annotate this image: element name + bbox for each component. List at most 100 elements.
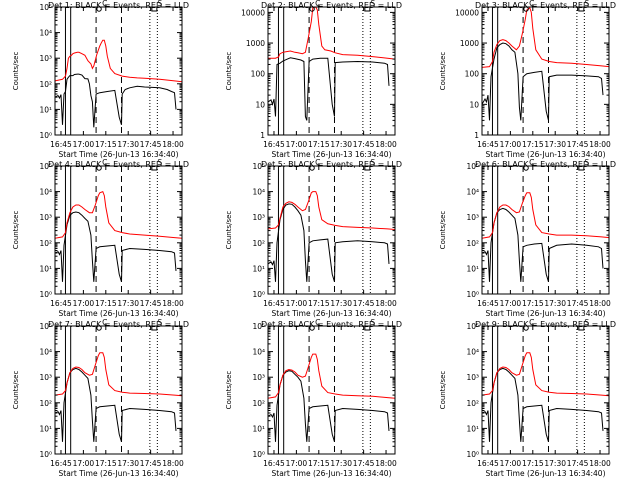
c-marker-glyph (96, 6, 102, 12)
y-tick-label: 10¹ (466, 264, 479, 273)
y-tick-label: 10³ (252, 213, 265, 222)
y-tick-label: 10³ (466, 373, 479, 382)
c-marker-label: C (102, 158, 107, 167)
events-series-line (268, 203, 390, 282)
detector-panel-8: 16:45 17:00 17:15 17:30 17:45 18:00 10⁰ 10¹ 10² 1… (225, 318, 402, 478)
x-tick-label: 17:15 (522, 299, 544, 308)
s-marker-label: S (157, 0, 162, 8)
panel-title: Det 9: BLACK = Events, RED = LLD (475, 320, 616, 329)
y-tick-label: 10⁵ (39, 162, 52, 171)
lld-series-line (482, 7, 609, 68)
x-tick-label: 17:15 (95, 140, 117, 149)
y-tick-label: 10² (39, 399, 52, 408)
c-marker-glyph (96, 165, 102, 171)
events-series-line (55, 211, 177, 282)
y-tick-label: 10⁴ (39, 348, 52, 357)
x-tick-label: 17:45 (353, 299, 375, 308)
x-tick-label: 18:00 (375, 459, 397, 468)
x-tick-label: 17:30 (330, 299, 352, 308)
lld-series-line (55, 190, 182, 239)
x-tick-label: 17:15 (308, 140, 330, 149)
x-tick-label: 16:45 (263, 459, 285, 468)
x-tick-label: 17:30 (544, 459, 566, 468)
s-marker-label: S (157, 318, 162, 327)
x-tick-label: 17:15 (95, 459, 117, 468)
x-tick-label: 18:00 (162, 299, 184, 308)
c-marker-label: C (529, 0, 534, 8)
y-tick-label: 10² (466, 399, 479, 408)
y-tick-label: 1 (474, 131, 479, 140)
c-marker-label: C (315, 0, 320, 8)
c-marker-label: C (102, 0, 107, 8)
x-axis-title: Start Time (26-Jun-13 16:34:40) (59, 309, 179, 318)
y-tick-label: 10¹ (252, 424, 265, 433)
y-tick-label: 10000 (455, 8, 479, 17)
s-marker-glyph (364, 165, 371, 171)
c-marker-label: C (315, 318, 320, 327)
y-axis-title: Counts/sec (12, 52, 20, 91)
c-marker-glyph (96, 325, 102, 331)
lld-series-line (55, 39, 182, 83)
x-tick-label: 17:15 (522, 459, 544, 468)
events-series-line (268, 57, 390, 121)
y-tick-label: 10³ (39, 373, 52, 382)
detector-panel-6: 16:45 17:00 17:15 17:30 17:45 18:00 10⁰ 10¹ 10² 1… (439, 158, 616, 318)
lld-series-line (268, 7, 395, 60)
x-tick-label: 18:00 (589, 140, 611, 149)
y-tick-label: 10⁴ (39, 29, 52, 38)
x-tick-label: 17:00 (73, 459, 95, 468)
x-tick-label: 18:00 (375, 140, 397, 149)
y-tick-label: 10⁰ (466, 450, 479, 459)
y-tick-label: 10⁴ (252, 188, 265, 197)
c-marker-label: C (102, 318, 107, 327)
x-tick-label: 18:00 (589, 299, 611, 308)
x-tick-label: 17:30 (330, 459, 352, 468)
x-tick-label: 17:45 (140, 140, 162, 149)
y-tick-label: 10² (252, 239, 265, 248)
x-tick-label: 17:15 (95, 299, 117, 308)
y-axis-title: Counts/sec (225, 52, 233, 91)
y-tick-label: 10⁴ (466, 348, 479, 357)
plot-frame (481, 6, 610, 136)
s-marker-label: S (584, 318, 589, 327)
y-tick-label: 10 (255, 100, 265, 109)
panel-title: Det 4: BLACK = Events, RED = LLD (48, 160, 189, 169)
x-tick-label: 17:00 (286, 140, 308, 149)
plot-frame (267, 165, 396, 295)
x-tick-label: 16:45 (263, 140, 285, 149)
s-marker-glyph (364, 325, 371, 331)
panel-title: Det 1: BLACK = Events, RED = LLD (48, 1, 189, 10)
detector-panel-5: 16:45 17:00 17:15 17:30 17:45 18:00 10⁰ 10¹ 10² 1… (225, 158, 402, 318)
y-tick-label: 10⁵ (466, 162, 479, 171)
y-axis-title: Counts/sec (225, 211, 233, 250)
lld-series-line (268, 191, 395, 230)
y-tick-label: 10⁴ (252, 348, 265, 357)
y-tick-label: 10² (252, 399, 265, 408)
x-tick-label: 17:30 (117, 299, 139, 308)
c-marker-glyph (523, 325, 529, 331)
y-tick-label: 10⁵ (466, 322, 479, 331)
x-tick-label: 17:45 (353, 459, 375, 468)
x-tick-label: 16:45 (50, 299, 72, 308)
y-tick-label: 10³ (252, 373, 265, 382)
y-axis-title: Counts/sec (12, 211, 20, 250)
s-marker-label: S (584, 0, 589, 8)
x-axis-title: Start Time (26-Jun-13 16:34:40) (272, 309, 392, 318)
s-marker-glyph (364, 6, 371, 12)
c-marker-label: C (315, 158, 320, 167)
x-tick-label: 17:45 (140, 459, 162, 468)
plot-frame (481, 165, 610, 295)
x-tick-label: 17:00 (500, 140, 522, 149)
s-marker-label: S (584, 158, 589, 167)
y-tick-label: 10⁰ (39, 290, 52, 299)
s-marker-label: S (370, 0, 375, 8)
x-tick-label: 18:00 (162, 140, 184, 149)
y-tick-label: 10000 (241, 8, 265, 17)
detector-panel-4: 16:45 17:00 17:15 17:30 17:45 18:00 10⁰ 10¹ 10² 1… (12, 158, 189, 318)
detector-panel-2: 16:45 17:00 17:15 17:30 17:45 18:00 1 10 100 1000… (225, 0, 402, 159)
x-tick-label: 17:45 (567, 299, 589, 308)
c-marker-glyph (523, 165, 529, 171)
x-axis-title: Start Time (26-Jun-13 16:34:40) (486, 309, 606, 318)
c-marker-label: C (529, 158, 534, 167)
x-tick-label: 17:00 (500, 299, 522, 308)
